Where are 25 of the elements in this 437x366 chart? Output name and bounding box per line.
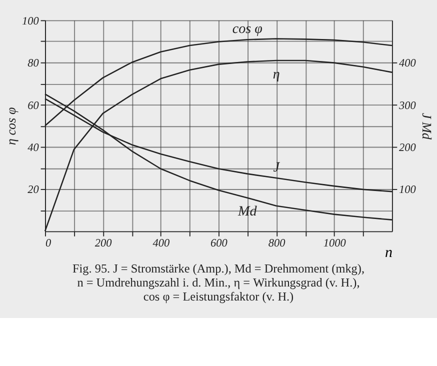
y-tick-label: 40 xyxy=(28,142,40,154)
series-label: Md xyxy=(237,204,258,220)
y-tick-label: 80 xyxy=(28,58,40,70)
x-tick-label: 1000 xyxy=(323,238,346,250)
y-tick-label: 100 xyxy=(22,15,40,28)
series-label: η xyxy=(272,66,280,82)
y-tick-label: 20 xyxy=(28,184,40,196)
y2-tick-label: 300 xyxy=(398,100,416,112)
y-axis-title: η cos φ xyxy=(3,107,18,146)
x-tick-label: 400 xyxy=(152,238,170,250)
y2-tick-label: 400 xyxy=(399,58,416,70)
x-tick-label: 600 xyxy=(210,238,228,250)
y2-tick-label: 200 xyxy=(399,142,416,154)
text: n = Umdrehungszahl i. d. Min., η = Wirkungsgrad (v. H.), xyxy=(77,276,360,290)
y-tick-label: 60 xyxy=(28,100,40,112)
x-tick-label: 800 xyxy=(268,238,286,250)
y2-axis-title: J Md xyxy=(419,112,434,140)
x-tick-label: 200 xyxy=(94,238,112,250)
text: cos φ = Leistungsfaktor (v. H.) xyxy=(143,290,294,304)
series-label: J xyxy=(273,159,280,176)
y2-tick-label: 100 xyxy=(399,184,416,196)
x-tick-label: 0 xyxy=(45,238,52,250)
caption: Fig. 95. J = Stromstärke (Amp.), Md = Drehmoment (mkg), xyxy=(72,261,365,276)
x-axis-title: n xyxy=(384,244,392,261)
series-label: cos φ xyxy=(232,21,263,38)
